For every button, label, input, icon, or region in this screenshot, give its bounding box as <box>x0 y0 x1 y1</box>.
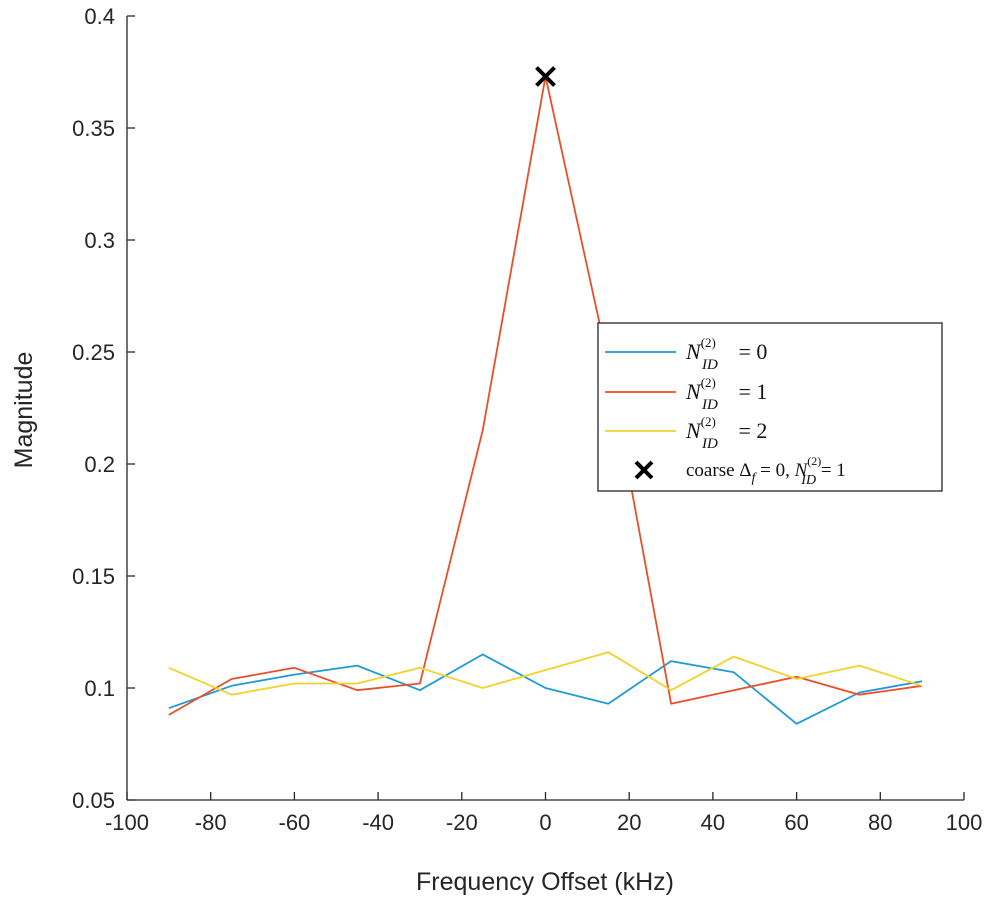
y-tick-label: 0.25 <box>72 340 115 365</box>
legend-text-part: Δ <box>739 460 751 481</box>
legend-text-part: coarse <box>686 460 739 481</box>
legend-item-marker: coarse Δf = 0, N(2) ID = 1 <box>634 454 846 488</box>
y-tick-label: 0.35 <box>72 116 115 141</box>
legend-text-part: (2) <box>701 375 716 390</box>
legend-text-part: N <box>794 460 809 481</box>
x-tick-label: -20 <box>446 810 478 835</box>
x-tick-label: -40 <box>362 810 394 835</box>
x-tick-label: 40 <box>701 810 725 835</box>
legend-text-part: f <box>752 471 758 486</box>
x-tick-label: -80 <box>195 810 227 835</box>
legend-label: N(2) ID = 1 <box>685 375 767 413</box>
legend-label: N(2) ID = 2 <box>685 414 767 452</box>
y-tick-label: 0.15 <box>72 564 115 589</box>
x-axis-title: Frequency Offset (kHz) <box>416 868 674 896</box>
y-tick-label: 0.1 <box>84 676 115 701</box>
x-tick-label: 0 <box>539 810 551 835</box>
legend-text-part: N <box>685 418 702 443</box>
legend-item-0: N(2) ID = 0 <box>605 335 767 373</box>
legend-text-part: = 0 <box>733 339 767 364</box>
legend-text-part: = 1 <box>816 460 846 481</box>
y-tick-label: 0.3 <box>84 228 115 253</box>
legend-marker-swatch <box>634 460 654 480</box>
legend-text-part: ID <box>800 473 816 488</box>
legend-item-1: N(2) ID = 1 <box>605 375 767 413</box>
legend-text-part: ID <box>701 357 718 373</box>
marker-layer <box>535 66 556 87</box>
legend-text-part: (2) <box>701 335 716 350</box>
legend-text-part: (2) <box>701 414 716 429</box>
y-tick-label: 0.4 <box>84 4 115 29</box>
legend-text-part: = 1 <box>733 379 767 404</box>
y-tick-label: 0.05 <box>72 788 115 813</box>
legend-box <box>597 322 943 492</box>
x-tick-label: 20 <box>617 810 641 835</box>
peak-marker <box>535 66 556 87</box>
x-tick-label: 60 <box>784 810 808 835</box>
legend-text-part: N <box>685 379 702 404</box>
x-tick-label: 100 <box>946 810 983 835</box>
y-tick-label: 0.2 <box>84 452 115 477</box>
legend-text-part: N <box>685 339 702 364</box>
series-line-2 <box>168 651 923 696</box>
legend-text-part: = 0, <box>755 460 794 481</box>
legend-item-2: N(2) ID = 2 <box>605 414 767 452</box>
x-tick-label: -100 <box>105 810 149 835</box>
legend-text-part: ID <box>701 436 718 452</box>
legend-text-part: ID <box>701 397 718 413</box>
axes: -100 -80 -60 -40 -20 0 20 40 60 80 100 0.05 0.1 0.15 0… <box>72 4 982 835</box>
legend-label: coarse Δf = 0, N(2) ID = 1 <box>686 454 846 488</box>
legend-text-part: (2) <box>807 454 821 468</box>
x-tick-label: -60 <box>279 810 311 835</box>
y-axis-title: Magnitude <box>10 352 38 469</box>
legend-label: N(2) ID = 0 <box>685 335 767 373</box>
series-line-0 <box>168 653 923 725</box>
x-tick-label: 80 <box>868 810 892 835</box>
legend-text-part: = 2 <box>733 418 767 443</box>
